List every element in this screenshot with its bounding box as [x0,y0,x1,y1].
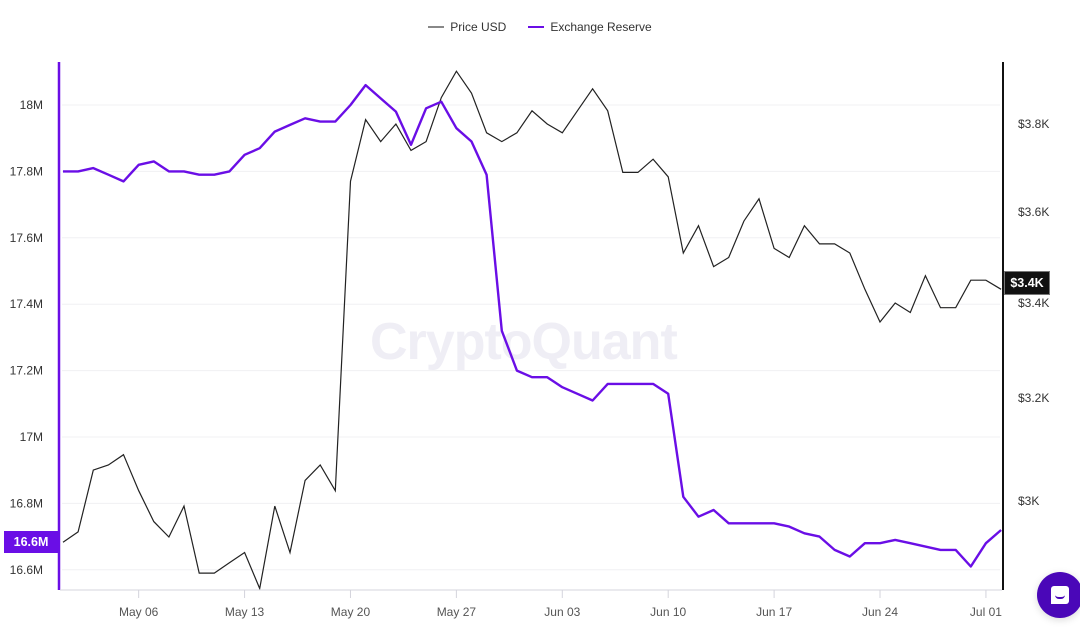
legend-label-price: Price USD [450,20,507,34]
left-tick-label: 17M [20,430,43,444]
right-tick-label: $3.2K [1018,391,1049,405]
right-tick-label: $3.4K [1018,296,1049,310]
right-tick-label: $3.8K [1018,117,1049,131]
chat-bubble-icon [1051,586,1069,604]
chat-button[interactable] [1037,572,1080,618]
x-tick-label: May 27 [437,605,477,619]
exchange-reserve-series[interactable] [63,83,1002,568]
left-tick-label: 17.4M [10,297,43,311]
left-tick-label: 16.8M [10,496,43,510]
left-tick-label: 17.2M [10,364,43,378]
left-tick-label: 17.6M [10,231,43,245]
right-tick-label: $3.6K [1018,205,1049,219]
legend-item-price-usd[interactable]: Price USD [428,20,506,34]
left-tick-label: 18M [20,98,43,112]
price-usd-series[interactable] [62,70,1002,591]
x-tick-label: May 13 [225,605,265,619]
gridlines [62,104,1000,571]
left-tick-label: 17.8M [10,164,43,178]
x-tick-label: Jun 10 [650,605,686,619]
current-price-badge: $3.4K [1004,271,1050,295]
current-reserve-badge: 16.6M [4,531,58,553]
x-tick-label: Jun 03 [544,605,580,619]
x-axis: May 06 May 13 May 20 May 27 Jun 03 Jun 10 Jun … [119,590,1002,619]
left-y-axis: 18M 17.8M 17.6M 17.4M 17.2M 17M 16.8M 16.6M [10,98,43,577]
x-tick-label: Jun 17 [756,605,792,619]
x-tick-label: May 20 [331,605,371,619]
legend-item-exchange-reserve[interactable]: Exchange Reserve [528,20,652,34]
chart-legend: Price USD Exchange Reserve [0,20,1080,34]
legend-swatch-reserve-icon [528,26,545,28]
x-tick-label: Jul 01 [970,605,1002,619]
x-tick-label: Jun 24 [862,605,898,619]
right-y-axis: $3.8K $3.6K $3.4K $3.2K $3K [1018,117,1049,508]
legend-swatch-price-icon [428,26,445,28]
right-tick-label: $3K [1018,494,1039,508]
legend-label-reserve: Exchange Reserve [550,20,652,34]
x-tick-label: May 06 [119,605,159,619]
left-tick-label: 16.6M [10,563,43,577]
